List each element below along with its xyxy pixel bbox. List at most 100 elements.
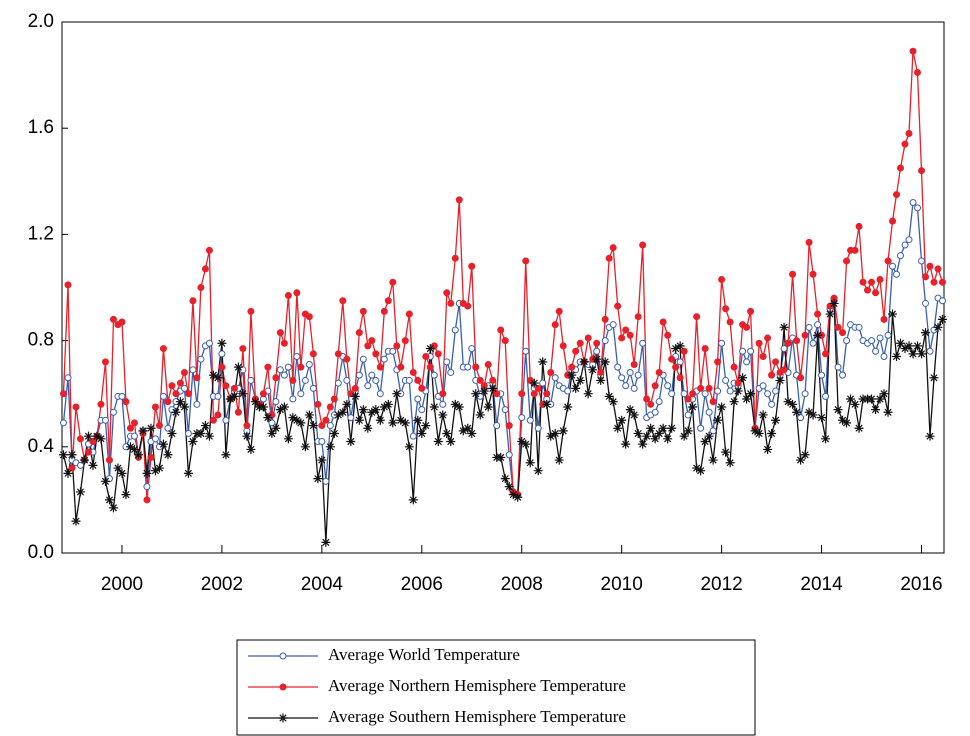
marker-asterisk: [917, 349, 927, 359]
marker-asterisk: [379, 402, 389, 412]
marker-open-circle: [284, 363, 292, 371]
marker-filled-circle: [609, 244, 617, 252]
marker-open-circle: [268, 419, 276, 427]
marker-filled-circle: [309, 350, 317, 358]
marker-filled-circle: [822, 350, 830, 358]
marker-filled-circle: [172, 390, 180, 398]
marker-asterisk: [667, 423, 677, 433]
marker-filled-circle: [168, 382, 176, 390]
marker-filled-circle: [484, 360, 492, 368]
marker-filled-circle: [593, 339, 601, 347]
marker-asterisk: [371, 405, 381, 415]
marker-filled-circle: [559, 342, 567, 350]
marker-filled-circle: [784, 339, 792, 347]
x-tick-label: 2008: [501, 574, 543, 595]
marker-asterisk: [925, 431, 935, 441]
legend-label: Average Southern Hemisphere Temperature: [328, 707, 626, 726]
marker-filled-circle: [709, 398, 717, 406]
marker-filled-circle: [664, 331, 672, 339]
marker-open-circle: [279, 652, 287, 660]
marker-asterisk: [517, 436, 527, 446]
marker-filled-circle: [626, 331, 634, 339]
marker-filled-circle: [218, 363, 226, 371]
marker-asterisk: [525, 458, 535, 468]
marker-asterisk: [617, 415, 627, 425]
marker-asterisk: [146, 423, 156, 433]
marker-open-circle: [876, 334, 884, 342]
marker-open-circle: [343, 376, 351, 384]
marker-asterisk: [700, 436, 710, 446]
marker-filled-circle: [184, 390, 192, 398]
marker-filled-circle: [176, 379, 184, 387]
marker-open-circle: [564, 387, 572, 395]
marker-asterisk: [142, 468, 152, 478]
marker-open-circle: [280, 371, 288, 379]
marker-filled-circle: [618, 334, 626, 342]
marker-asterisk: [121, 490, 131, 500]
marker-filled-circle: [730, 363, 738, 371]
marker-filled-circle: [330, 395, 338, 403]
marker-filled-circle: [305, 313, 313, 321]
marker-filled-circle: [930, 278, 938, 286]
marker-open-circle: [726, 387, 734, 395]
marker-open-circle: [214, 392, 222, 400]
marker-asterisk: [800, 450, 810, 460]
marker-filled-circle: [130, 419, 138, 427]
marker-asterisk: [204, 431, 214, 441]
marker-filled-circle: [451, 254, 459, 262]
marker-filled-circle: [284, 291, 292, 299]
marker-filled-circle: [59, 390, 67, 398]
marker-asterisk: [733, 386, 743, 396]
marker-filled-circle: [764, 334, 772, 342]
marker-open-circle: [709, 427, 717, 435]
marker-asterisk: [675, 341, 685, 351]
marker-open-circle: [868, 337, 876, 345]
marker-asterisk: [542, 399, 552, 409]
marker-open-circle: [764, 390, 772, 398]
marker-open-circle: [914, 204, 922, 212]
marker-asterisk: [438, 410, 448, 420]
marker-open-circle: [164, 424, 172, 432]
marker-filled-circle: [259, 390, 267, 398]
marker-open-circle: [534, 424, 542, 432]
marker-filled-circle: [772, 358, 780, 366]
marker-asterisk: [896, 338, 906, 348]
marker-filled-circle: [126, 424, 134, 432]
x-tick-label: 2000: [101, 574, 143, 595]
marker-filled-circle: [418, 384, 426, 392]
marker-filled-circle: [105, 456, 113, 464]
marker-open-circle: [305, 360, 313, 368]
marker-asterisk: [742, 394, 752, 404]
marker-filled-circle: [522, 257, 530, 265]
marker-filled-circle: [380, 307, 388, 315]
marker-filled-circle: [464, 302, 472, 310]
marker-filled-circle: [197, 284, 205, 291]
marker-asterisk: [683, 426, 693, 436]
marker-asterisk: [842, 418, 852, 428]
marker-asterisk: [450, 399, 460, 409]
marker-asterisk: [921, 328, 931, 338]
y-tick-label: 2.0: [28, 11, 54, 32]
marker-open-circle: [376, 390, 384, 398]
marker-asterisk: [421, 421, 431, 431]
marker-asterisk: [854, 423, 864, 433]
marker-open-circle: [768, 400, 776, 408]
marker-open-circle: [626, 368, 634, 376]
marker-open-circle: [889, 262, 897, 270]
marker-filled-circle: [155, 422, 163, 430]
marker-asterisk: [304, 410, 314, 420]
marker-asterisk: [708, 455, 718, 465]
y-tick-label: 0.4: [28, 436, 55, 457]
marker-filled-circle: [68, 464, 76, 472]
marker-filled-circle: [843, 257, 851, 265]
marker-open-circle: [326, 422, 334, 430]
marker-filled-circle: [793, 337, 801, 345]
marker-filled-circle: [934, 265, 942, 273]
marker-asterisk: [129, 444, 139, 454]
marker-asterisk: [263, 413, 273, 423]
marker-open-circle: [430, 371, 438, 379]
marker-asterisk: [613, 423, 623, 433]
marker-filled-circle: [405, 310, 413, 318]
marker-asterisk: [592, 354, 602, 364]
